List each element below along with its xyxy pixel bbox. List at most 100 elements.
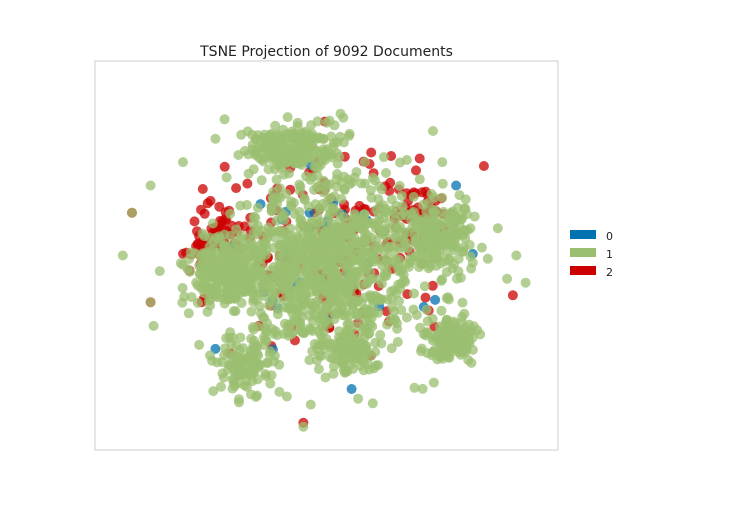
data-point-series-1	[369, 363, 379, 374]
data-point-series-1	[294, 206, 305, 217]
data-point-series-1	[437, 274, 448, 285]
data-point-series-1	[329, 120, 340, 131]
data-point-series-1	[230, 306, 241, 317]
data-point-series-1	[225, 230, 236, 241]
data-point-series-2	[197, 184, 208, 194]
data-point-series-1	[189, 248, 200, 259]
data-point-series-1	[117, 250, 128, 261]
data-point-series-1	[309, 161, 320, 172]
data-point-series-1	[238, 286, 249, 297]
data-point-series-1	[361, 344, 372, 355]
plot-frame	[94, 60, 559, 451]
data-point-series-2	[478, 161, 489, 171]
data-point-series-1	[292, 121, 303, 132]
data-point-series-1	[227, 383, 238, 394]
data-point-series-1	[243, 149, 254, 160]
data-point-series-1	[249, 262, 260, 273]
data-point-series-1	[394, 254, 405, 265]
data-point-series-1	[399, 275, 410, 286]
legend-label-0: 0	[606, 230, 613, 243]
data-point-series-2	[354, 200, 365, 211]
data-point-series-1	[272, 130, 283, 141]
data-point-series-1	[205, 350, 215, 361]
data-point-series-1	[179, 291, 190, 302]
data-point-series-1	[338, 222, 349, 233]
data-point-series-1	[326, 149, 337, 160]
data-point-series-1	[351, 266, 362, 277]
data-point-series-1	[328, 141, 339, 152]
data-point-series-1	[310, 310, 320, 321]
data-point-series-0	[346, 384, 357, 394]
legend-label-1: 1	[606, 248, 613, 261]
data-point-series-1	[183, 308, 194, 319]
data-point-series-1	[401, 312, 412, 323]
data-point-series-1	[251, 251, 261, 262]
data-point-series-1	[408, 304, 419, 315]
data-point-series-1	[427, 347, 438, 358]
data-point-series-1	[194, 339, 205, 350]
data-point-series-1	[328, 284, 339, 295]
data-point-series-1	[458, 229, 469, 240]
data-point-series-2	[219, 161, 230, 172]
data-point-series-1	[252, 130, 263, 141]
data-point-series-1	[344, 128, 355, 139]
data-point-series-1	[416, 343, 427, 354]
data-point-series-1	[278, 155, 289, 166]
data-point-series-1	[389, 306, 400, 317]
data-point-series-1	[452, 324, 463, 335]
data-point-series-2	[420, 292, 431, 303]
data-point-series-1	[417, 383, 428, 394]
data-point-series-1	[253, 350, 264, 361]
data-point-series-1	[313, 364, 324, 375]
data-point-series-1	[421, 304, 432, 315]
data-point-series-1	[274, 183, 285, 194]
data-point-series-1	[409, 382, 420, 393]
data-point-series-1	[371, 241, 382, 252]
data-point-series-1	[377, 225, 388, 236]
data-point-series-1	[270, 271, 281, 282]
data-point-series-1	[330, 228, 341, 239]
data-point-series-1	[346, 339, 357, 350]
data-point-series-2	[242, 178, 253, 189]
data-point-series-1	[269, 356, 280, 367]
data-point-series-1	[430, 237, 440, 248]
data-point-series-1	[263, 300, 274, 311]
data-point-series-1	[377, 278, 387, 289]
data-point-series-1	[378, 152, 389, 163]
data-point-series-1	[261, 371, 271, 382]
data-point-series-1	[396, 191, 407, 201]
data-point-series-1	[437, 178, 448, 189]
data-point-series-1	[275, 207, 286, 217]
data-point-series-1	[252, 202, 263, 213]
data-point-series-1	[221, 294, 232, 305]
data-point-series-1	[207, 218, 218, 229]
data-point-series-1	[294, 222, 305, 233]
data-point-series-1	[386, 194, 397, 205]
data-point-series-1	[362, 278, 372, 289]
data-point-series-1	[459, 203, 470, 214]
data-point-series-1	[457, 246, 468, 257]
data-point-series-1	[336, 194, 347, 204]
data-point-series-1	[148, 320, 159, 331]
data-point-series-2	[366, 147, 377, 158]
data-point-series-1	[292, 303, 303, 314]
points-layer	[117, 108, 531, 432]
data-point-series-1	[267, 205, 277, 216]
data-point-series-1	[308, 302, 319, 313]
data-point-series-1	[437, 157, 448, 168]
data-point-series-1	[275, 192, 286, 203]
data-point-series-1	[263, 164, 274, 175]
data-point-series-1	[273, 263, 284, 274]
data-point-series-1	[306, 152, 317, 163]
data-point-series-1	[331, 181, 342, 192]
data-point-series-1	[315, 148, 326, 159]
data-point-series-1	[154, 266, 165, 277]
data-point-series-1	[342, 324, 353, 335]
data-point-series-1	[212, 276, 223, 287]
data-point-series-1	[339, 184, 350, 195]
data-point-series-1	[476, 242, 487, 253]
data-point-series-1	[437, 192, 448, 203]
data-point-series-1	[353, 393, 364, 404]
data-point-series-1	[271, 215, 282, 226]
data-point-series-1	[204, 268, 215, 279]
